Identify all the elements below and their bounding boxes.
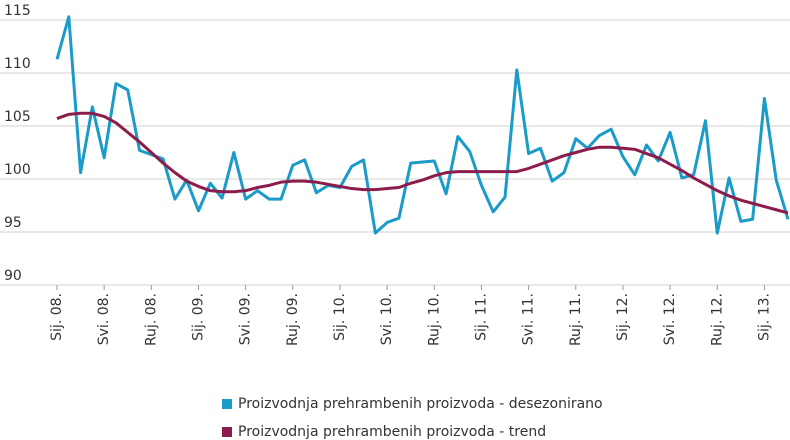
y-tick-label: 110	[4, 56, 31, 72]
x-tick-label: Svi. 08.	[96, 293, 112, 345]
y-tick-label: 95	[4, 215, 22, 231]
x-tick-label: Ruj. 09.	[285, 293, 301, 346]
x-tick-label: Sij. 12.	[615, 293, 631, 341]
x-tick-label: Sij. 11.	[473, 293, 489, 341]
x-tick-label: Sij. 09.	[190, 293, 206, 341]
y-tick-label: 100	[4, 162, 31, 178]
x-tick-label: Ruj. 08.	[143, 293, 159, 346]
x-tick-label: Ruj. 11.	[568, 293, 584, 346]
x-tick-label: Svi. 12.	[662, 293, 678, 345]
legend-swatch	[222, 399, 232, 409]
x-tick-label: Svi. 11.	[521, 293, 537, 345]
x-tick-label: Svi. 10.	[379, 293, 395, 345]
legend-label: Proizvodnja prehrambenih proizvoda - des…	[238, 396, 603, 412]
x-tick-label: Ruj. 10.	[426, 293, 442, 346]
legend-swatch	[222, 427, 232, 437]
legend-label: Proizvodnja prehrambenih proizvoda - tre…	[238, 424, 546, 440]
x-tick-label: Svi. 09.	[238, 293, 254, 345]
y-tick-label: 90	[4, 268, 22, 284]
series-line	[55, 15, 790, 235]
y-tick-label: 105	[4, 109, 31, 125]
x-tick-label: Ruj. 12.	[709, 293, 725, 346]
series-line	[56, 111, 789, 215]
x-tick-label: Sij. 10.	[332, 293, 348, 341]
y-tick-label: 115	[4, 3, 31, 19]
x-tick-label: Sij. 08.	[49, 293, 65, 341]
x-tick-label: Sij. 13.	[756, 293, 772, 341]
